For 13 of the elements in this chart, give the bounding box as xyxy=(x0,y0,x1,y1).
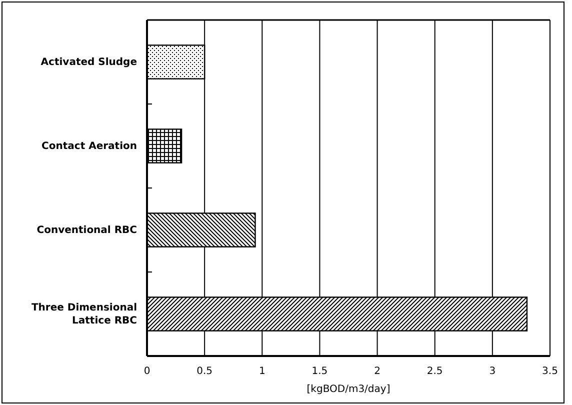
y-tick-label: Conventional RBC xyxy=(36,224,137,236)
y-tick-label: Activated Sludge xyxy=(40,56,138,68)
x-tick-label: 1.5 xyxy=(312,366,328,377)
x-axis-title: [kgBOD/m3/day] xyxy=(306,384,390,395)
x-tick-label: 2 xyxy=(374,366,380,377)
y-tick-label: Three Dimensional Lattice RBC xyxy=(31,302,137,326)
y-tick-label: Contact Aeration xyxy=(42,140,137,152)
x-tick-label: 1 xyxy=(258,366,266,377)
x-tick-label: 2.5 xyxy=(426,366,443,377)
x-tick-label: 0 xyxy=(144,366,150,377)
x-tick-label: 3.5 xyxy=(542,366,558,377)
x-tick-label: 3 xyxy=(489,366,496,377)
x-tick-label: 0.5 xyxy=(196,366,213,377)
